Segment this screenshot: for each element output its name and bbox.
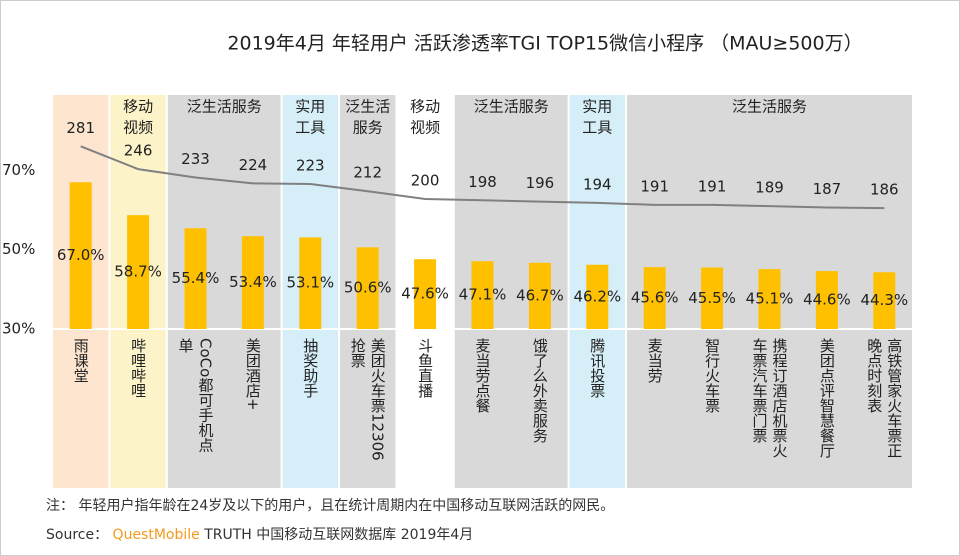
line-value-label: 281 — [66, 119, 95, 137]
line-value-label: 233 — [181, 150, 210, 168]
bar — [528, 262, 551, 329]
x-tick-label: 智行火车票 — [703, 338, 722, 413]
line-value-label: 186 — [870, 181, 899, 199]
x-tick-label: 抽奖助手 — [301, 338, 320, 398]
line-value-label: 191 — [698, 177, 727, 195]
source-text: TRUTH 中国移动互联网数据库 2019年4月 — [204, 527, 474, 543]
bar-value-label: 44.3% — [860, 291, 908, 309]
group-label: 实用 — [295, 98, 325, 116]
group-label: 服务 — [353, 119, 383, 137]
bar — [356, 247, 379, 329]
y-tick-label: 70% — [2, 161, 35, 179]
bar-value-label: 47.6% — [401, 285, 449, 303]
bar — [299, 237, 322, 329]
group-label: 泛生活服务 — [732, 98, 807, 116]
x-tick-label: 雨课堂 — [71, 338, 90, 383]
bar — [184, 228, 207, 329]
x-tick-label: 高铁管家火车票正晚点时刻表 — [865, 338, 904, 458]
chart-title: 2019年4月 年轻用户 活跃渗透率TGI TOP15微信小程序 （MAU≥50… — [227, 33, 862, 55]
bar — [414, 259, 437, 329]
bar — [471, 261, 494, 329]
group-label: 泛生活服务 — [474, 98, 549, 116]
x-tick-label: 饿了么外卖服务 — [530, 338, 549, 443]
bar-value-label: 46.7% — [516, 286, 564, 304]
note: 注： 年轻用户指年龄在24岁及以下的用户，且在统计周期内在中国移动互联网活跃的网… — [46, 498, 615, 514]
line-value-label: 223 — [296, 157, 325, 175]
bar-value-label: 44.6% — [803, 291, 851, 309]
group-label: 视频 — [123, 119, 153, 137]
bar — [127, 215, 150, 329]
line-value-label: 224 — [239, 156, 268, 174]
bar-value-label: 45.6% — [631, 289, 679, 307]
group-label: 工具 — [295, 119, 325, 137]
line-value-label: 194 — [583, 175, 612, 193]
group-label: 实用 — [582, 98, 612, 116]
group-label: 泛生活 — [345, 98, 390, 116]
bar-value-label: 46.2% — [573, 287, 621, 305]
bar — [873, 272, 896, 329]
y-tick-label: 30% — [2, 320, 35, 338]
bar-value-label: 53.1% — [286, 274, 334, 292]
bar-value-label: 50.6% — [344, 279, 392, 297]
line-value-label: 191 — [640, 177, 669, 195]
bar-value-label: 55.4% — [172, 269, 220, 287]
bar-value-label: 45.5% — [688, 289, 736, 307]
x-tick-label: 携程订酒店机票火车票汽车票门票 — [750, 338, 789, 458]
bar-value-label: 58.7% — [114, 263, 162, 281]
group-label: 泛生活服务 — [187, 98, 262, 116]
line-value-label: 198 — [468, 173, 497, 191]
source-label: Source： — [46, 527, 109, 543]
line-value-label: 200 — [411, 172, 440, 190]
bar — [701, 267, 724, 329]
bar — [69, 182, 92, 329]
x-tick-label: 美团酒店+ — [243, 338, 262, 411]
line-value-label: 246 — [124, 142, 153, 160]
line-value-label: 187 — [813, 180, 842, 198]
x-tick-label: 麦当劳点餐 — [473, 338, 492, 413]
source: Source： QuestMobile TRUTH 中国移动互联网数据库 201… — [46, 524, 473, 544]
x-tick-label: 腾讯投票 — [588, 338, 607, 398]
group-label: 视频 — [410, 119, 440, 137]
bar-value-label: 53.4% — [229, 273, 277, 291]
bar — [586, 264, 609, 329]
group-label: 移动 — [123, 98, 153, 116]
bar — [758, 269, 781, 329]
x-tick-label: 哔哩哔哩 — [129, 338, 148, 398]
line-value-label: 189 — [755, 179, 784, 197]
x-tick-label: 美团点评智慧餐厅 — [817, 338, 836, 458]
bar-value-label: 67.0% — [57, 246, 105, 264]
x-tick-label: CoCo都可手机点单 — [176, 338, 215, 453]
bar-value-label: 45.1% — [746, 290, 794, 308]
bar — [815, 271, 838, 329]
bar — [643, 267, 666, 329]
bar-value-label: 47.1% — [459, 286, 507, 304]
source-brand: QuestMobile — [112, 527, 200, 543]
group-label: 移动 — [410, 98, 440, 116]
bar — [241, 236, 264, 329]
y-tick-label: 50% — [2, 240, 35, 258]
line-value-label: 196 — [526, 174, 555, 192]
tgi-line — [80, 145, 885, 210]
x-tick-label: 美团火车票12306抢票 — [348, 338, 387, 461]
group-label: 工具 — [582, 119, 612, 137]
x-tick-label: 麦当劳 — [645, 338, 664, 383]
x-tick-label: 斗鱼直播 — [416, 338, 435, 398]
line-value-label: 212 — [353, 164, 382, 182]
